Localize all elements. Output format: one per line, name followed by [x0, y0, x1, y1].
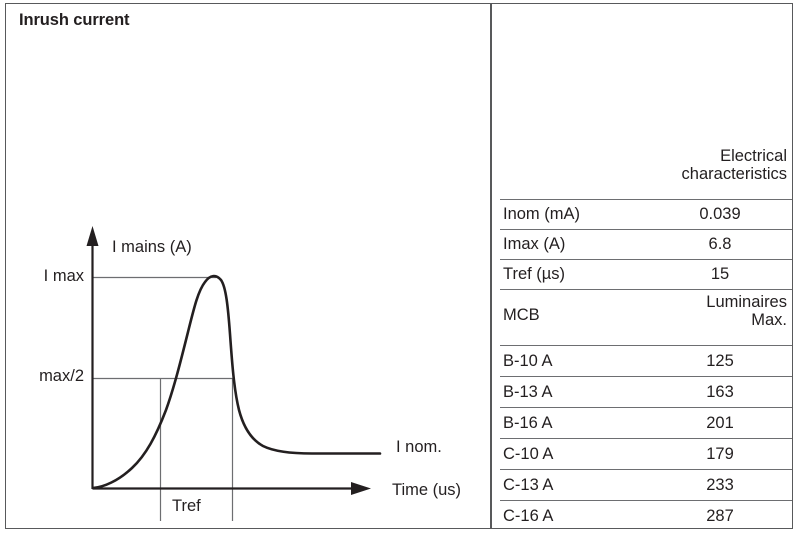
- table-rule: [500, 345, 792, 347]
- table-row: B-16 A 201: [497, 408, 793, 438]
- table-row: Inom (mA) 0.039: [497, 200, 793, 229]
- table-row: Tref (µs) 15: [497, 260, 793, 289]
- inrush-current-chart: I max max/2 I mains (A) Time (us) I nom.…: [39, 226, 462, 521]
- row-label: C-10 A: [503, 444, 554, 463]
- table-rule: [500, 289, 792, 291]
- table-rule: [500, 259, 792, 261]
- row-value: 179: [706, 444, 734, 463]
- row-value: 15: [710, 265, 730, 283]
- table-row: Imax (A) 6.8: [497, 230, 793, 259]
- table-rule: [500, 438, 792, 440]
- row-value: 163: [706, 382, 734, 401]
- table-row: C-16 A 287: [497, 501, 793, 531]
- table-row: B-13 A 163: [497, 377, 793, 407]
- row-value: 233: [706, 475, 734, 494]
- y-tick-label-halfmax: max/2: [39, 367, 84, 385]
- mcb-header-label: MCB: [503, 306, 540, 324]
- chart-canvas: [86, 226, 382, 521]
- mcb-header-line1: Luminaires: [706, 293, 787, 311]
- x-axis-arrow-icon: [351, 482, 371, 495]
- table-header-electrical: Electrical characteristics: [577, 147, 787, 184]
- x-axis-title: Time (us): [392, 481, 462, 499]
- mcb-header-value: Luminaires Max.: [587, 293, 787, 330]
- row-value: 0.039: [699, 205, 741, 223]
- y-tick-label-imax: I max: [43, 267, 84, 285]
- row-label: C-13 A: [503, 475, 554, 494]
- row-label: C-16 A: [503, 506, 554, 525]
- row-label: B-16 A: [503, 413, 553, 432]
- table-row: C-10 A 179: [497, 439, 793, 469]
- row-label: Tref (µs): [503, 265, 566, 283]
- table-header-line2: characteristics: [681, 165, 787, 184]
- table-rule: [500, 469, 792, 471]
- table-header-line1: Electrical: [720, 147, 787, 165]
- inrush-current-curve: [91, 274, 382, 490]
- table-rule: [500, 229, 792, 231]
- inom-annotation: I nom.: [396, 438, 442, 456]
- table-rule: [500, 407, 792, 409]
- mcb-header-line2: Max.: [751, 311, 787, 330]
- row-label: Imax (A): [503, 235, 566, 253]
- page-title: Inrush current: [19, 11, 130, 29]
- row-value: 6.8: [708, 235, 732, 253]
- x-tick-label-tref: Tref: [172, 497, 201, 515]
- table-row: C-13 A 233: [497, 470, 793, 500]
- row-label: B-10 A: [503, 351, 553, 370]
- table-rule: [500, 500, 792, 502]
- panel-divider: [490, 3, 492, 529]
- row-value: 125: [706, 351, 734, 370]
- y-axis-arrow-icon: [86, 226, 99, 246]
- y-axis-title: I mains (A): [112, 238, 192, 256]
- electrical-characteristics-table: Electrical characteristics Inom (mA) 0.0…: [497, 3, 793, 529]
- table-rule: [500, 376, 792, 378]
- row-value: 287: [706, 506, 734, 525]
- figure-frame: [5, 3, 793, 529]
- row-label: Inom (mA): [503, 205, 581, 223]
- table-rule: [500, 199, 792, 201]
- row-label: B-13 A: [503, 382, 553, 401]
- row-value: 201: [706, 413, 734, 432]
- table-row: B-10 A 125: [497, 346, 793, 376]
